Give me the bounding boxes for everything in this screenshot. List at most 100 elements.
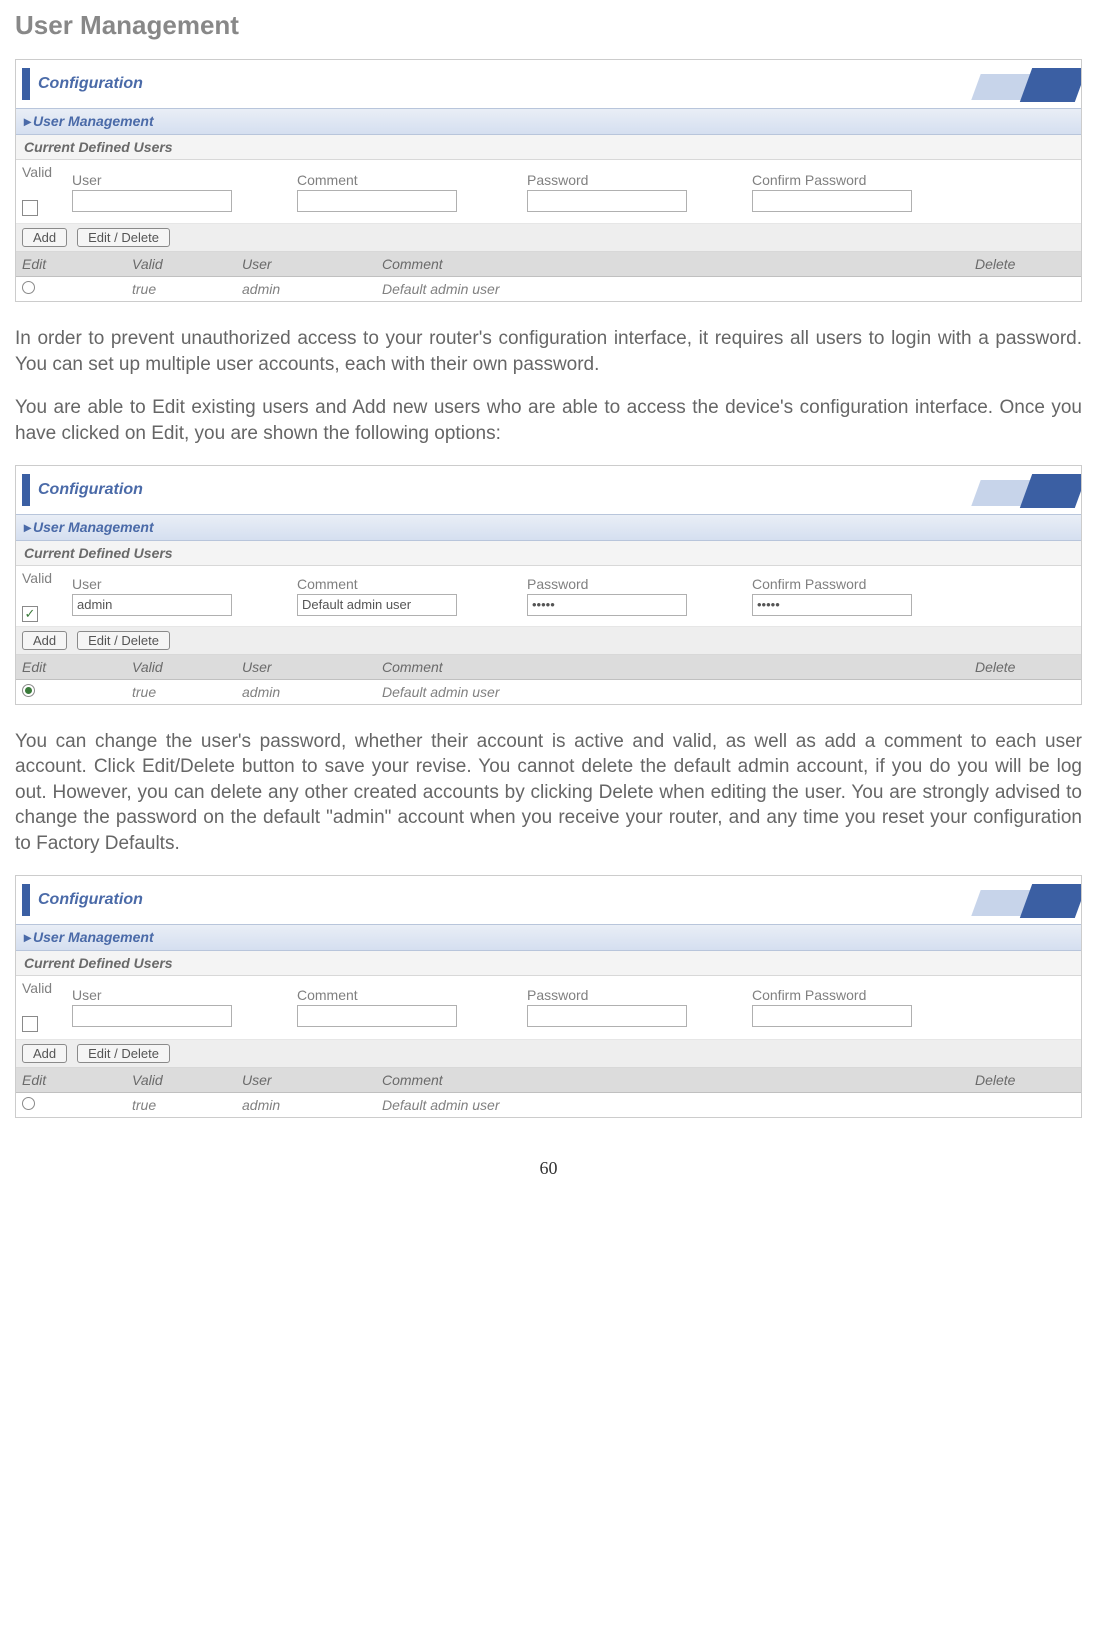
- list-cell-user: admin: [242, 684, 382, 700]
- list-header-delete: Delete: [975, 659, 1075, 675]
- list-cell-user: admin: [242, 1097, 382, 1113]
- section-header: ▸User Management: [16, 108, 1081, 135]
- list-cell-comment: Default admin user: [382, 281, 975, 297]
- label-comment: Comment: [297, 172, 527, 188]
- list-header-valid: Valid: [132, 256, 242, 272]
- label-user: User: [72, 576, 297, 592]
- config-panel-2: Configuration ▸User Management Current D…: [15, 465, 1082, 705]
- list-header-comment: Comment: [382, 256, 975, 272]
- subsection-header: Current Defined Users: [16, 951, 1081, 976]
- paragraph-3: You can change the user's password, whet…: [15, 729, 1082, 857]
- edit-delete-button[interactable]: Edit / Delete: [77, 1044, 170, 1063]
- list-cell-valid: true: [132, 281, 242, 297]
- titlebar-label: Configuration: [38, 75, 143, 93]
- list-header-edit: Edit: [22, 256, 132, 272]
- titlebar-decoration: [951, 880, 1081, 920]
- caret-icon: ▸: [24, 519, 31, 535]
- buttons-row: Add Edit / Delete: [16, 224, 1081, 252]
- list-header-valid: Valid: [132, 659, 242, 675]
- subsection-header: Current Defined Users: [16, 541, 1081, 566]
- comment-input[interactable]: [297, 594, 457, 616]
- add-button[interactable]: Add: [22, 631, 67, 650]
- label-valid: Valid: [22, 570, 72, 586]
- user-input[interactable]: [72, 190, 232, 212]
- titlebar-decoration: [951, 64, 1081, 104]
- confirm-password-input[interactable]: [752, 1005, 912, 1027]
- label-confirm: Confirm Password: [752, 172, 977, 188]
- subsection-header: Current Defined Users: [16, 135, 1081, 160]
- paragraph-1: In order to prevent unauthorized access …: [15, 326, 1082, 377]
- panel-titlebar: Configuration: [16, 466, 1081, 514]
- add-button[interactable]: Add: [22, 228, 67, 247]
- form-row: Valid User Comment Password Confirm Pass…: [16, 160, 1081, 224]
- label-comment: Comment: [297, 576, 527, 592]
- add-button[interactable]: Add: [22, 1044, 67, 1063]
- list-cell-comment: Default admin user: [382, 684, 975, 700]
- titlebar-decoration: [951, 470, 1081, 510]
- confirm-password-input[interactable]: [752, 594, 912, 616]
- caret-icon: ▸: [24, 113, 31, 129]
- list-row: true admin Default admin user: [16, 680, 1081, 704]
- titlebar-label: Configuration: [38, 891, 143, 909]
- list-cell-valid: true: [132, 684, 242, 700]
- label-user: User: [72, 987, 297, 1003]
- label-valid: Valid: [22, 164, 72, 180]
- label-password: Password: [527, 987, 752, 1003]
- title-accent-bar: [22, 68, 30, 100]
- valid-checkbox[interactable]: ✓: [22, 606, 38, 622]
- list-header-user: User: [242, 659, 382, 675]
- list-header-edit: Edit: [22, 1072, 132, 1088]
- page-title: User Management: [15, 10, 1082, 41]
- password-input[interactable]: [527, 1005, 687, 1027]
- edit-radio[interactable]: [22, 684, 35, 697]
- titlebar-label: Configuration: [38, 481, 143, 499]
- label-confirm: Confirm Password: [752, 987, 977, 1003]
- caret-icon: ▸: [24, 929, 31, 945]
- list-cell-user: admin: [242, 281, 382, 297]
- edit-radio[interactable]: [22, 281, 35, 294]
- label-comment: Comment: [297, 987, 527, 1003]
- list-header-comment: Comment: [382, 1072, 975, 1088]
- section-header: ▸User Management: [16, 514, 1081, 541]
- label-password: Password: [527, 576, 752, 592]
- edit-radio[interactable]: [22, 1097, 35, 1110]
- title-accent-bar: [22, 474, 30, 506]
- list-cell-valid: true: [132, 1097, 242, 1113]
- list-row: true admin Default admin user: [16, 1093, 1081, 1117]
- label-valid: Valid: [22, 980, 72, 996]
- form-row: Valid ✓ User Comment Password Confirm Pa…: [16, 566, 1081, 627]
- list-header-user: User: [242, 256, 382, 272]
- buttons-row: Add Edit / Delete: [16, 1040, 1081, 1068]
- confirm-password-input[interactable]: [752, 190, 912, 212]
- list-header-edit: Edit: [22, 659, 132, 675]
- list-header-user: User: [242, 1072, 382, 1088]
- password-input[interactable]: [527, 190, 687, 212]
- user-input[interactable]: [72, 1005, 232, 1027]
- edit-delete-button[interactable]: Edit / Delete: [77, 631, 170, 650]
- comment-input[interactable]: [297, 190, 457, 212]
- label-confirm: Confirm Password: [752, 576, 977, 592]
- section-label: User Management: [33, 519, 154, 535]
- title-accent-bar: [22, 884, 30, 916]
- form-row: Valid User Comment Password Confirm Pass…: [16, 976, 1081, 1040]
- config-panel-1: Configuration ▸User Management Current D…: [15, 59, 1082, 302]
- page-number: 60: [15, 1158, 1082, 1179]
- label-password: Password: [527, 172, 752, 188]
- section-header: ▸User Management: [16, 924, 1081, 951]
- valid-checkbox[interactable]: [22, 1016, 38, 1032]
- user-input[interactable]: [72, 594, 232, 616]
- list-header-delete: Delete: [975, 1072, 1075, 1088]
- section-label: User Management: [33, 929, 154, 945]
- edit-delete-button[interactable]: Edit / Delete: [77, 228, 170, 247]
- list-header-row: Edit Valid User Comment Delete: [16, 252, 1081, 277]
- comment-input[interactable]: [297, 1005, 457, 1027]
- list-cell-comment: Default admin user: [382, 1097, 975, 1113]
- panel-titlebar: Configuration: [16, 876, 1081, 924]
- config-panel-3: Configuration ▸User Management Current D…: [15, 875, 1082, 1118]
- list-row: true admin Default admin user: [16, 277, 1081, 301]
- password-input[interactable]: [527, 594, 687, 616]
- list-header-row: Edit Valid User Comment Delete: [16, 655, 1081, 680]
- list-header-comment: Comment: [382, 659, 975, 675]
- valid-checkbox[interactable]: [22, 200, 38, 216]
- list-header-row: Edit Valid User Comment Delete: [16, 1068, 1081, 1093]
